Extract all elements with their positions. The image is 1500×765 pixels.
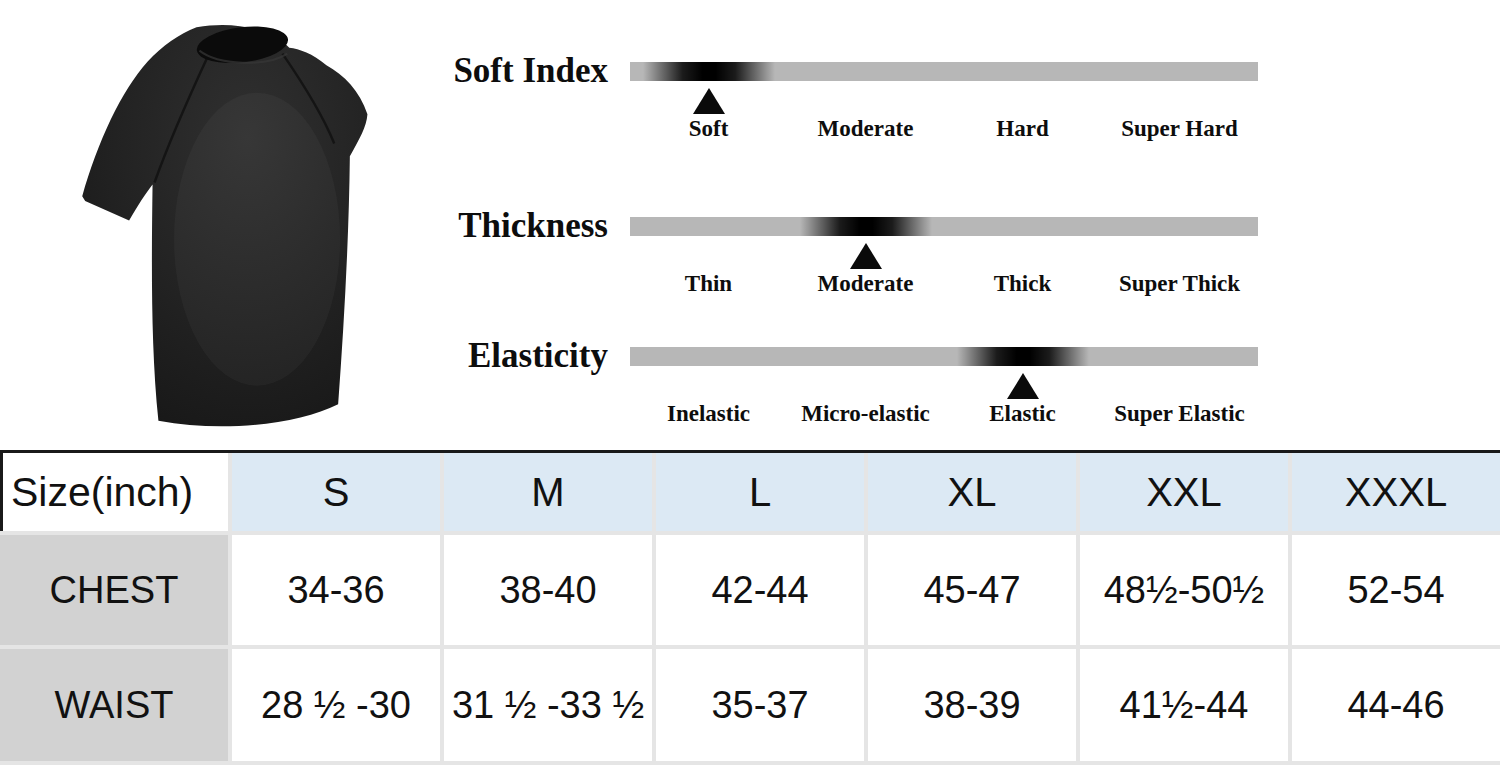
scale-label: Thick [944,271,1101,297]
waist-value-m: 31 ½ -33 ½ [444,649,652,761]
scale-label: Super Thick [1101,271,1258,297]
scale-title: Thickness [430,205,608,247]
chest-value-xl: 45-47 [868,535,1076,645]
waist-value-xxxl: 44-46 [1292,649,1500,761]
scale-label: Moderate [787,116,944,142]
triangle-marker-icon [1007,373,1039,399]
fabric-attribute-scales: Soft Index Soft Moderate Hard Super Hard… [430,0,1500,450]
tshirt-illustration [8,2,428,447]
triangle-marker-icon [693,88,725,114]
product-infographic: Soft Index Soft Moderate Hard Super Hard… [0,0,1500,765]
scale-labels: Inelastic Micro-elastic Elastic Super El… [630,401,1258,427]
column-header-xxxl: XXXL [1292,453,1500,531]
intensity-spot [957,347,1089,366]
size-chart-corner-label: Size(inch) [0,453,228,531]
scale-title: Soft Index [430,50,608,92]
intensity-spot [643,62,775,81]
scale-bar [630,347,1258,366]
scale-labels: Soft Moderate Hard Super Hard [630,116,1258,142]
chest-value-m: 38-40 [444,535,652,645]
scale-label: Super Hard [1101,116,1258,142]
chest-value-s: 34-36 [232,535,440,645]
intensity-spot [800,217,932,236]
row-label-chest: CHEST [0,535,228,645]
tshirt-highlight [174,93,340,386]
column-header-l: L [656,453,864,531]
scale-labels: Thin Moderate Thick Super Thick [630,271,1258,297]
scale-thickness: Thickness Thin Moderate Thick Super Thic… [430,195,1500,317]
scale-track: Thin Moderate Thick Super Thick [630,195,1258,317]
chest-value-xxxl: 52-54 [1292,535,1500,645]
scale-label: Thin [630,271,787,297]
chest-value-l: 42-44 [656,535,864,645]
waist-value-s: 28 ½ -30 [232,649,440,761]
scale-track: Soft Moderate Hard Super Hard [630,40,1258,162]
column-header-s: S [232,453,440,531]
scale-label: Moderate [787,271,944,297]
scale-bar [630,62,1258,81]
scale-label: Inelastic [630,401,787,427]
scale-elasticity: Elasticity Inelastic Micro-elastic Elast… [430,325,1500,447]
scale-label: Soft [630,116,787,142]
waist-value-xxl: 41½-44 [1080,649,1288,761]
scale-bar [630,217,1258,236]
row-label-waist: WAIST [0,649,228,761]
scale-track: Inelastic Micro-elastic Elastic Super El… [630,325,1258,447]
scale-label: Super Elastic [1101,401,1258,427]
scale-title: Elasticity [430,335,608,377]
scale-label: Hard [944,116,1101,142]
size-chart-table: Size(inch) S M L XL XXL XXXL CHEST 34-36… [0,450,1500,765]
column-header-xxl: XXL [1080,453,1288,531]
tshirt-image [8,2,428,447]
waist-value-xl: 38-39 [868,649,1076,761]
column-header-xl: XL [868,453,1076,531]
chest-value-xxl: 48½-50½ [1080,535,1288,645]
scale-label: Micro-elastic [787,401,944,427]
waist-value-l: 35-37 [656,649,864,761]
column-header-m: M [444,453,652,531]
scale-label: Elastic [944,401,1101,427]
triangle-marker-icon [850,243,882,269]
scale-soft-index: Soft Index Soft Moderate Hard Super Hard [430,40,1500,162]
